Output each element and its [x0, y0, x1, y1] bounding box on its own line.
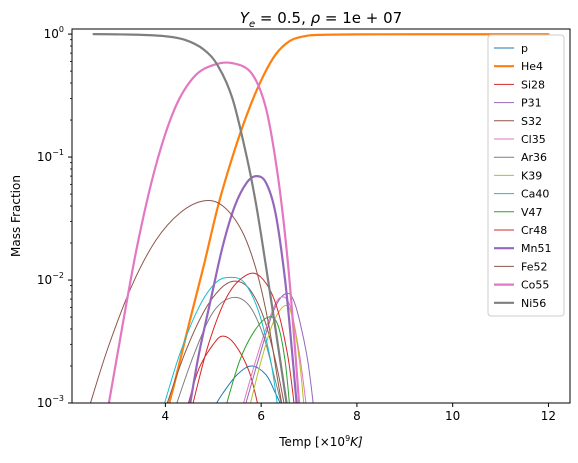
legend-label-ni56: Ni56	[521, 297, 546, 310]
series-line-ar36	[176, 296, 282, 403]
legend-label-ca40: Ca40	[521, 188, 549, 201]
x-tick-label: 12	[541, 409, 556, 423]
x-axis-label: Temp [×109K]	[278, 434, 363, 449]
plot-frame	[71, 28, 571, 404]
series-layer	[89, 32, 550, 403]
series-line-cr48	[192, 272, 295, 403]
x-tick-label: 4	[162, 409, 170, 423]
legend-box	[487, 34, 565, 317]
legend: p He4 Si28 P31 S32 Cl35 Ar36 K39 Ca40 V47 Cr48 Mn51…	[487, 34, 565, 317]
legend-label-v47: V47	[521, 206, 543, 219]
series-line-p31	[245, 292, 314, 403]
y-tick-label: 10−3	[37, 394, 64, 410]
x-tick-label: 6	[257, 409, 265, 423]
legend-label-p: p	[521, 42, 528, 55]
legend-label-co55: Co55	[521, 279, 549, 292]
series-line-cl35	[243, 296, 307, 403]
chart-title: Ye = 0.5, ρ = 1e + 07	[240, 9, 402, 30]
legend-label-si28: Si28	[521, 78, 545, 91]
series-line-ni56	[92, 32, 288, 403]
x-axis-ticks: 4 6 8 10 12	[162, 403, 556, 423]
legend-label-p31: P31	[521, 97, 542, 110]
y-tick-label: 10−2	[37, 271, 64, 287]
series-line-ca40	[164, 276, 278, 403]
y-axis-ticks: 10−3 10−2 10−1 100	[37, 25, 72, 410]
legend-label-mn51: Mn51	[521, 242, 551, 255]
y-tick-label: 10−1	[37, 148, 64, 164]
legend-label-cr48: Cr48	[521, 224, 547, 237]
y-axis-label: Mass Fraction	[9, 175, 23, 257]
series-line-he4	[168, 33, 550, 403]
series-line-mn51	[189, 175, 298, 403]
y-tick-label: 100	[44, 25, 64, 41]
x-tick-label: 10	[445, 409, 460, 423]
series-line-v47	[226, 316, 290, 403]
series-line-co55	[107, 61, 301, 403]
series-line-si28	[187, 335, 258, 403]
legend-label-ar36: Ar36	[521, 151, 547, 164]
legend-label-k39: K39	[521, 169, 542, 182]
series-line-k39	[250, 304, 305, 403]
legend-label-cl35: Cl35	[521, 133, 546, 146]
x-tick-label: 8	[353, 409, 361, 423]
legend-label-he4: He4	[521, 60, 543, 73]
legend-label-fe52: Fe52	[521, 260, 548, 273]
legend-label-s32: S32	[521, 115, 542, 128]
